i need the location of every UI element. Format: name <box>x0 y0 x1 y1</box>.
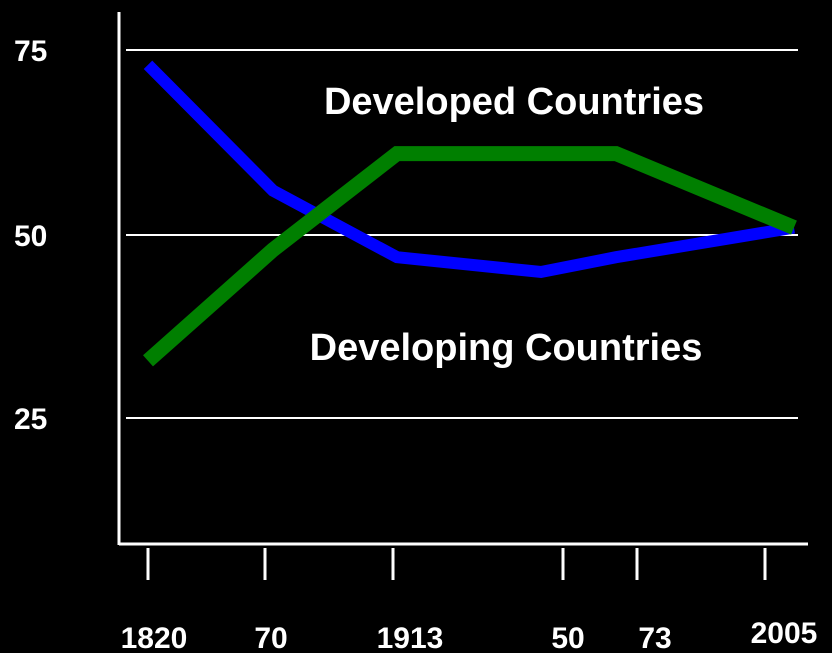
y-tick-label-25: 25 <box>14 403 47 436</box>
x-tick-label-73: 73 <box>638 622 671 653</box>
y-tick-label-75: 75 <box>14 35 47 68</box>
x-tick-label-50: 50 <box>551 622 584 653</box>
x-ticks: 1820 70 1913 50 73 2005 <box>121 548 818 653</box>
axes <box>117 12 808 546</box>
x-tick-label-70: 70 <box>254 622 287 653</box>
series-line-developing-countries <box>143 60 795 279</box>
annotation-developing-countries: Developing Countries <box>310 327 703 369</box>
annotation-developed-countries: Developed Countries <box>324 81 704 123</box>
gridlines <box>126 49 798 419</box>
y-tick-labels: 25 50 75 <box>14 35 47 436</box>
series-line-developed-countries <box>143 146 797 367</box>
series-lines <box>143 60 797 367</box>
x-tick-label-2005: 2005 <box>751 617 818 650</box>
x-tick-label-1913: 1913 <box>377 622 444 653</box>
y-tick-label-50: 50 <box>14 220 47 253</box>
x-tick-label-1820: 1820 <box>121 622 188 653</box>
